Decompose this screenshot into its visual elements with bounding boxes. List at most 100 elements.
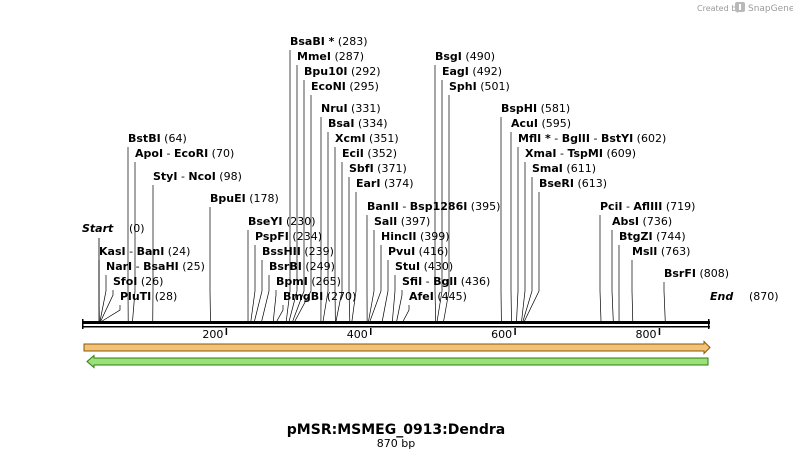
restriction-site-label[interactable]: PciI - AflIII (719) xyxy=(600,200,695,213)
restriction-site-label[interactable]: PspFI (234) xyxy=(255,230,322,243)
site-enzyme-name[interactable]: BseRI xyxy=(539,177,574,190)
site-enzyme-name[interactable]: SalI xyxy=(374,215,397,228)
restriction-site-label[interactable]: BanII - Bsp1286I (395) xyxy=(367,200,500,213)
site-enzyme-name[interactable]: AcuI xyxy=(511,117,538,130)
restriction-site-label[interactable]: HincII (399) xyxy=(381,230,450,243)
restriction-site-label[interactable]: BtgZI (744) xyxy=(619,230,686,243)
feature-tracks[interactable] xyxy=(83,340,711,369)
site-enzyme-name[interactable]: NruI xyxy=(321,102,348,115)
site-enzyme-name[interactable]: BseYI xyxy=(248,215,282,228)
restriction-site-label[interactable]: SphI (501) xyxy=(449,80,510,93)
site-enzyme-name[interactable]: HincII xyxy=(381,230,417,243)
site-enzyme-name[interactable]: BsaI xyxy=(328,117,354,130)
restriction-site-label[interactable]: ApoI - EcoRI (70) xyxy=(135,147,234,160)
site-enzyme-name[interactable]: AbsI xyxy=(612,215,639,228)
restriction-site-label[interactable]: BsrBI (249) xyxy=(269,260,335,273)
restriction-site-label[interactable]: SbfI (371) xyxy=(349,162,407,175)
forward-feature[interactable] xyxy=(83,340,711,355)
site-enzyme-name[interactable]: PspFI xyxy=(255,230,289,243)
site-enzyme-name[interactable]: MflI * xyxy=(518,132,551,145)
site-enzyme-name[interactable]: BssHII xyxy=(262,245,301,258)
restriction-site-label[interactable]: AbsI (736) xyxy=(612,215,672,228)
site-enzyme-name[interactable]: AfeI xyxy=(409,290,434,303)
site-enzyme-name[interactable]: SfiI xyxy=(402,275,422,288)
site-enzyme-name[interactable]: MmeI xyxy=(297,50,331,63)
site-enzyme-name[interactable]: Bsp1286I xyxy=(410,200,468,213)
restriction-site-label[interactable]: BstBI (64) xyxy=(128,132,187,145)
site-enzyme-name[interactable]: BpuEI xyxy=(210,192,246,205)
restriction-site-label[interactable]: XcmI (351) xyxy=(335,132,399,145)
site-enzyme-name[interactable]: SmaI xyxy=(532,162,563,175)
site-enzyme-name[interactable]: EarI xyxy=(356,177,380,190)
site-enzyme-name[interactable]: PciI xyxy=(600,200,622,213)
reverse-feature[interactable] xyxy=(86,354,709,369)
site-enzyme-name[interactable]: BspHI xyxy=(501,102,537,115)
restriction-site-label[interactable]: EarI (374) xyxy=(356,177,414,190)
site-enzyme-name[interactable]: BsrBI xyxy=(269,260,302,273)
site-enzyme-name[interactable]: BsrFI xyxy=(664,267,696,280)
site-enzyme-name[interactable]: BstYI xyxy=(601,132,633,145)
site-enzyme-name[interactable]: EcoNI xyxy=(311,80,346,93)
site-enzyme-name[interactable]: XmaI xyxy=(525,147,556,160)
site-enzyme-name[interactable]: BanII xyxy=(367,200,399,213)
site-enzyme-name[interactable]: PluTI xyxy=(120,290,151,303)
site-enzyme-name[interactable]: StyI xyxy=(153,170,177,183)
site-enzyme-name[interactable]: EcoRI xyxy=(174,147,208,160)
restriction-site-label[interactable]: EagI (492) xyxy=(442,65,502,78)
site-enzyme-name[interactable]: Bpu10I xyxy=(304,65,348,78)
restriction-site-label[interactable]: BmgBI (270) xyxy=(283,290,356,303)
restriction-site-label[interactable]: SalI (397) xyxy=(374,215,430,228)
site-enzyme-name[interactable]: StuI xyxy=(395,260,420,273)
site-enzyme-name[interactable]: NcoI xyxy=(188,170,215,183)
restriction-site-label[interactable]: StuI (430) xyxy=(395,260,453,273)
site-enzyme-name[interactable]: SphI xyxy=(449,80,477,93)
site-enzyme-name[interactable]: PvuI xyxy=(388,245,415,258)
restriction-site-label[interactable]: Bpu10I (292) xyxy=(304,65,381,78)
restriction-site-label[interactable]: BssHII (239) xyxy=(262,245,334,258)
restriction-site-label[interactable]: BseRI (613) xyxy=(539,177,607,190)
restriction-site-label[interactable]: BpmI (265) xyxy=(276,275,341,288)
restriction-site-label[interactable]: BsgI (490) xyxy=(435,50,495,63)
site-enzyme-name[interactable]: XcmI xyxy=(335,132,366,145)
site-enzyme-name[interactable]: BglII xyxy=(562,132,590,145)
restriction-site-label[interactable]: MflI * - BglII - BstYI (602) xyxy=(518,132,666,145)
site-enzyme-name[interactable]: BpmI xyxy=(276,275,308,288)
restriction-site-label[interactable]: SfoI (26) xyxy=(113,275,163,288)
restriction-site-label[interactable]: EcoNI (295) xyxy=(311,80,379,93)
site-enzyme-name[interactable]: EagI xyxy=(442,65,469,78)
restriction-site-label[interactable]: BsrFI (808) xyxy=(664,267,729,280)
restriction-site-label[interactable]: BseYI (230) xyxy=(248,215,316,228)
restriction-site-label[interactable]: NruI (331) xyxy=(321,102,381,115)
restriction-site-label[interactable]: XmaI - TspMI (609) xyxy=(525,147,636,160)
site-enzyme-name[interactable]: BmgBI xyxy=(283,290,323,303)
site-enzyme-name[interactable]: AflIII xyxy=(633,200,662,213)
restriction-site-label[interactable]: StyI - NcoI (98) xyxy=(153,170,242,183)
site-enzyme-name[interactable]: KasI xyxy=(99,245,126,258)
restriction-site-label[interactable]: PvuI (416) xyxy=(388,245,448,258)
site-enzyme-name[interactable]: NarI xyxy=(106,260,132,273)
restriction-site-label[interactable]: KasI - BanI (24) xyxy=(99,245,190,258)
site-labels[interactable]: BsaBI * (283)MmeI (287)Bpu10I (292)EcoNI… xyxy=(99,35,729,303)
site-enzyme-name[interactable]: BsaBI * xyxy=(290,35,335,48)
site-enzyme-name[interactable]: MslI xyxy=(632,245,657,258)
site-enzyme-name[interactable]: TspMI xyxy=(567,147,603,160)
restriction-site-label[interactable]: AcuI (595) xyxy=(511,117,571,130)
site-enzyme-name[interactable]: BstBI xyxy=(128,132,161,145)
restriction-site-label[interactable]: BsaI (334) xyxy=(328,117,388,130)
restriction-site-label[interactable]: SmaI (611) xyxy=(532,162,596,175)
site-enzyme-name[interactable]: BglI xyxy=(433,275,457,288)
site-enzyme-name[interactable]: SbfI xyxy=(349,162,374,175)
restriction-site-label[interactable]: BpuEI (178) xyxy=(210,192,279,205)
restriction-site-label[interactable]: BspHI (581) xyxy=(501,102,570,115)
restriction-site-label[interactable]: NarI - BsaHI (25) xyxy=(106,260,205,273)
restriction-site-label[interactable]: EciI (352) xyxy=(342,147,397,160)
site-enzyme-name[interactable]: SfoI xyxy=(113,275,137,288)
restriction-site-label[interactable]: BsaBI * (283) xyxy=(290,35,368,48)
restriction-site-label[interactable]: SfiI - BglI (436) xyxy=(402,275,490,288)
site-enzyme-name[interactable]: ApoI xyxy=(135,147,163,160)
site-enzyme-name[interactable]: BtgZI xyxy=(619,230,653,243)
restriction-site-label[interactable]: MslI (763) xyxy=(632,245,690,258)
site-enzyme-name[interactable]: BsgI xyxy=(435,50,462,63)
site-enzyme-name[interactable]: BanI xyxy=(137,245,165,258)
restriction-site-label[interactable]: PluTI (28) xyxy=(120,290,177,303)
